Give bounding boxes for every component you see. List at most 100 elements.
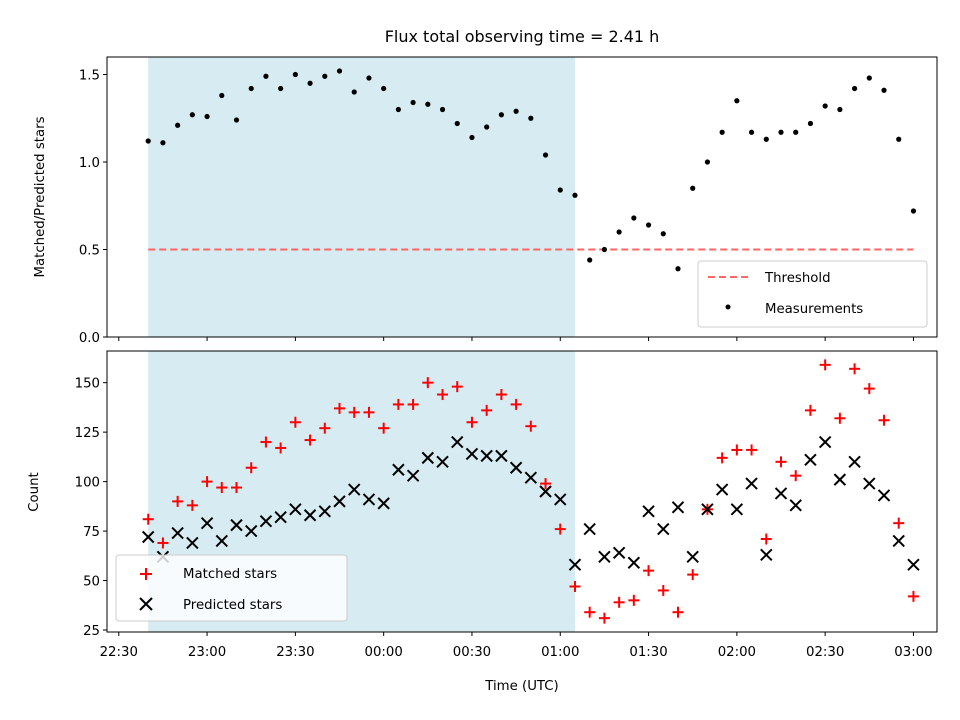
bottom-y-axis-label: Count (27, 472, 42, 512)
top-y-tick-label: 1.0 (79, 156, 100, 171)
measurement-point (469, 134, 475, 141)
measurement-point (557, 187, 563, 193)
legend-measurements-label: Measurements (765, 302, 863, 317)
matched-star-point (849, 363, 861, 375)
matched-star-point (731, 444, 743, 456)
top-y-tick-label: 0.5 (79, 244, 100, 259)
bottom-plot-frame (106, 350, 938, 633)
matched-star-point (304, 434, 316, 446)
top-panel: 0.0 0.5 1.0 1.5 Matched/Predicted stars Thr… (33, 56, 938, 346)
predicted-star-point (465, 447, 479, 461)
matched-star-point (216, 482, 228, 494)
measurement-point (366, 75, 372, 81)
matched-star-point (481, 404, 493, 416)
measurement-point (292, 71, 298, 78)
measurement-point (748, 129, 755, 135)
predicted-star-point (789, 499, 802, 512)
x-tick-label: 22:30 (100, 645, 138, 660)
predicted-star-point (230, 518, 243, 532)
matched-star-point (525, 420, 537, 432)
measurement-point (248, 85, 254, 92)
measurement-point (395, 106, 401, 113)
predicted-stars-series (141, 435, 920, 571)
predicted-star-point (348, 483, 361, 496)
measurements-series (145, 68, 917, 272)
measurement-point (851, 85, 858, 92)
measurement-point (484, 124, 490, 130)
bottom-legend-box (115, 554, 348, 622)
bottom-panel: 25 50 75 100 125 150 22:30 23:00 23:30 00:00 00:30… (27, 350, 938, 694)
x-tick-label: 01:30 (629, 645, 667, 660)
measurement-point (881, 87, 887, 93)
predicted-star-point (171, 526, 184, 540)
predicted-star-point (141, 530, 155, 544)
predicted-star-point (245, 524, 258, 538)
x-tick-label: 01:00 (541, 645, 579, 660)
predicted-star-point (760, 548, 773, 562)
predicted-star-point (303, 509, 317, 522)
measurement-point (837, 106, 843, 113)
legend-matched-label: Matched stars (183, 567, 277, 582)
matched-star-point (716, 452, 728, 464)
measurement-point (381, 85, 387, 92)
measurement-point (542, 152, 549, 158)
matched-star-point (672, 606, 684, 618)
measurement-point (660, 231, 666, 237)
x-tick-label: 03:00 (894, 645, 932, 660)
predicted-star-point (892, 534, 905, 548)
predicted-star-point (480, 449, 493, 463)
top-y-axis-label: Matched/Predicted stars (33, 116, 48, 277)
measurement-point (219, 92, 225, 99)
measurement-point (351, 89, 357, 95)
bottom-y-tick-label: 50 (83, 575, 100, 590)
matched-star-point (363, 406, 375, 418)
measurement-point (410, 99, 416, 106)
matched-star-point (613, 596, 625, 608)
matched-star-point (186, 499, 198, 511)
matched-star-point (775, 456, 787, 468)
matched-star-point (201, 476, 213, 488)
measurement-point (645, 222, 652, 228)
measurement-point (807, 120, 814, 127)
x-tick-label: 23:00 (188, 645, 226, 660)
measurement-point (263, 73, 269, 79)
matched-star-point (245, 462, 257, 474)
matched-star-point (142, 513, 154, 525)
measurement-point (145, 138, 151, 144)
predicted-star-point (509, 461, 523, 474)
x-tick-label: 00:30 (453, 645, 491, 660)
measurement-point (425, 101, 431, 107)
matched-star-point (451, 381, 463, 393)
matched-star-point (231, 482, 243, 494)
measurement-point (307, 80, 313, 86)
matched-star-point (495, 389, 507, 401)
predicted-star-point (642, 505, 655, 518)
matched-star-point (878, 414, 890, 426)
matched-star-point (289, 416, 301, 428)
predicted-star-point (774, 487, 788, 500)
predicted-star-point (392, 463, 405, 476)
matched-star-point (510, 398, 522, 410)
predicted-star-point (554, 493, 567, 506)
matched-star-point (643, 565, 655, 577)
matched-stars-series (142, 359, 919, 624)
measurement-point (896, 136, 902, 142)
measurement-point (498, 112, 504, 118)
predicted-star-point (451, 435, 464, 449)
predicted-star-point (612, 546, 626, 560)
legend-threshold-label: Threshold (764, 271, 831, 286)
matched-star-point (157, 537, 169, 549)
x-tick-label: 23:30 (276, 645, 314, 660)
matched-star-point (348, 406, 360, 418)
bottom-axis-ticks: 25 50 75 100 125 150 22:30 23:00 23:30 00:00 00:30… (75, 377, 933, 660)
measurement-point (822, 103, 828, 109)
predicted-star-point (583, 522, 596, 536)
matched-star-point (466, 416, 478, 428)
x-tick-label: 00:00 (365, 645, 403, 660)
predicted-star-point (289, 503, 302, 516)
predicted-star-point (833, 473, 847, 486)
matched-star-point (760, 533, 772, 545)
measurement-point (528, 115, 534, 121)
x-tick-label: 02:30 (806, 645, 844, 660)
measurement-point (322, 73, 328, 79)
